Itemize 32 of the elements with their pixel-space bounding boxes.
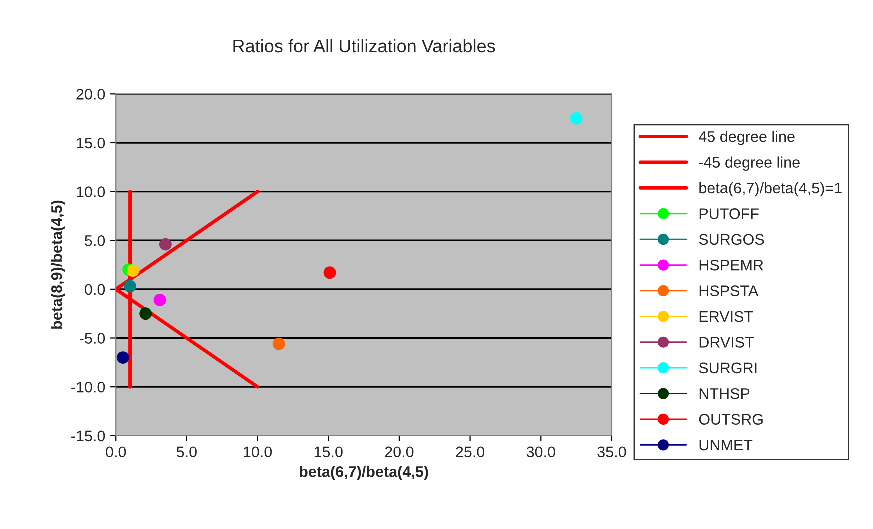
y-tick-label: -5.0 xyxy=(80,333,106,344)
x-axis-title: beta(6,7)/beta(4,5) xyxy=(300,466,428,480)
y-tick-label: 15.0 xyxy=(77,138,106,149)
chart-title: Ratios for All Utilization Variables xyxy=(234,39,496,53)
legend-label: DRVIST xyxy=(700,337,754,348)
legend-label: UNMET xyxy=(700,440,753,451)
x-tick-label: 10.0 xyxy=(244,446,272,458)
legend-label: NTHSP xyxy=(700,388,750,400)
legend-label: OUTSRG xyxy=(699,414,763,425)
legend-label: beta(6,7)/beta(4,5)=1 xyxy=(700,182,842,197)
x-tick-label: 35.0 xyxy=(598,446,626,458)
legend-label: HSPSTA xyxy=(700,286,759,296)
legend-label: SURGRI xyxy=(699,362,757,374)
x-tick-label: 20.0 xyxy=(385,446,414,458)
x-tick-label: 0.0 xyxy=(106,446,126,458)
legend-label: HSPEMR xyxy=(700,260,764,271)
legend-label: SURGOS xyxy=(699,234,764,246)
y-tick-label: 20.0 xyxy=(76,89,106,100)
legend-label: PUTOFF xyxy=(700,208,759,220)
x-tick-label: 25.0 xyxy=(456,446,485,458)
y-tick-label: -10.0 xyxy=(72,382,106,393)
y-tick-label: 10.0 xyxy=(77,186,106,198)
x-tick-label: 5.0 xyxy=(176,446,197,458)
x-tick-label: 15.0 xyxy=(314,446,343,458)
legend-label: -45 degree line xyxy=(699,156,800,171)
legend-label: ERVIST xyxy=(700,311,754,322)
y-axis-title: beta(8,9)/beta(4,5) xyxy=(51,200,66,329)
x-tick-label: 30.0 xyxy=(526,446,556,458)
y-tick-label: 5.0 xyxy=(85,235,106,246)
legend-label: 45 degree line xyxy=(699,131,795,146)
y-tick-label: 0.0 xyxy=(85,284,106,296)
y-tick-label: -15.0 xyxy=(72,430,106,442)
